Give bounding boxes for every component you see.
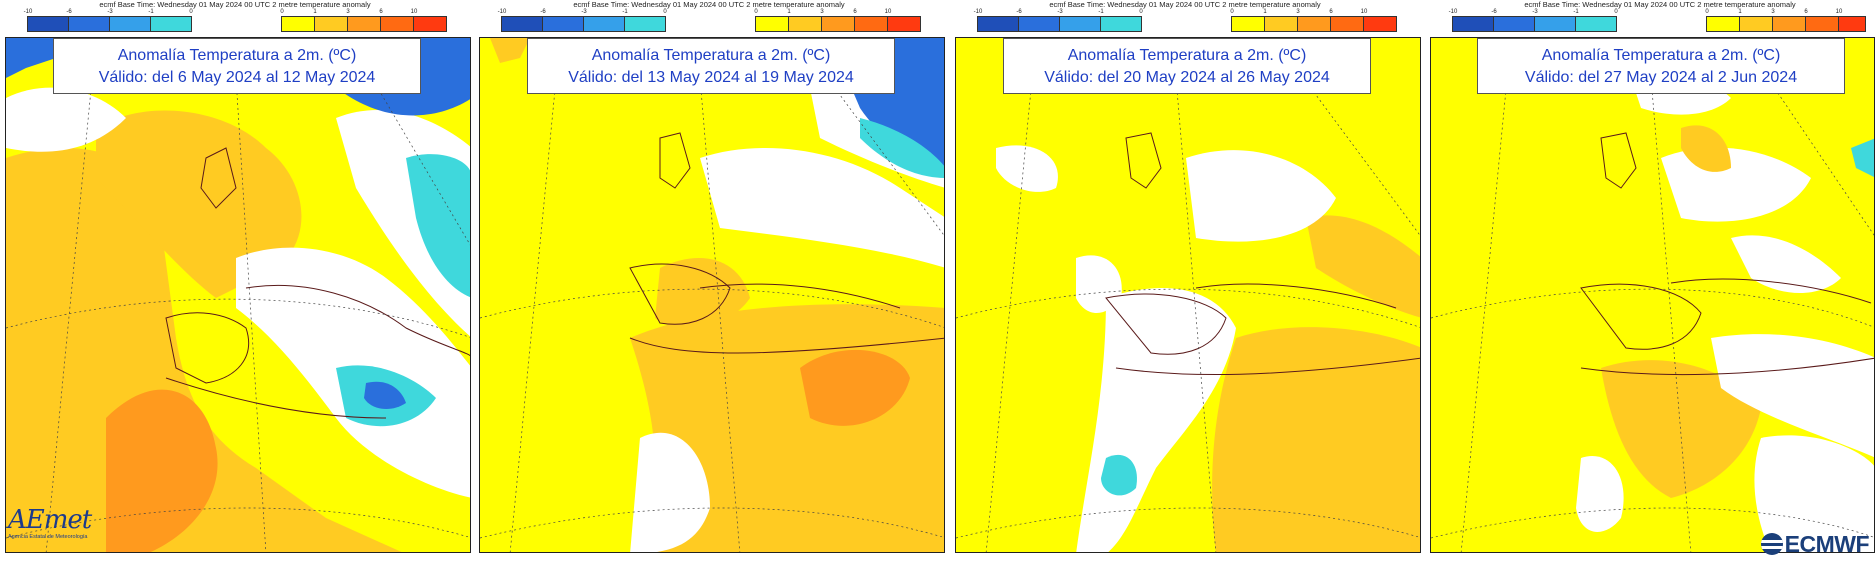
map-title: Anomalía Temperatura a 2m. (ºC) Válido: …	[527, 38, 895, 94]
warm-scale: 0 1 3 6 10	[754, 9, 921, 32]
map-title: Anomalía Temperatura a 2m. (ºC) Válido: …	[1003, 38, 1371, 94]
title-line-1: Anomalía Temperatura a 2m. (ºC)	[117, 47, 357, 64]
map-title: Anomalía Temperatura a 2m. (ºC) Válido: …	[1477, 38, 1845, 94]
anomaly-field	[6, 38, 470, 552]
title-line-2: Válido: del 20 May 2024 al 26 May 2024	[1044, 69, 1330, 86]
anomaly-map	[1430, 37, 1875, 553]
map-panel-2: ecmf Base Time: Wednesday 01 May 2024 00…	[474, 0, 945, 565]
anomaly-map	[479, 37, 945, 553]
ecmwf-logo: ECMWF	[1760, 530, 1870, 557]
aemet-wordmark: AEmet	[8, 505, 92, 535]
anomaly-field	[956, 38, 1420, 552]
ecmwf-wordmark: ECMWF	[1784, 530, 1870, 557]
anomaly-field	[480, 38, 944, 552]
legend: ecmf Base Time: Wednesday 01 May 2024 00…	[0, 0, 470, 36]
legend: ecmf Base Time: Wednesday 01 May 2024 00…	[950, 0, 1420, 36]
warm-scale: 0 1 3 6 10	[1705, 9, 1866, 32]
aemet-logo: AEmet Agencia Estatal de Meteorología	[8, 506, 94, 550]
anomaly-field	[1431, 38, 1874, 552]
map-panel-4: ecmf Base Time: Wednesday 01 May 2024 00…	[1425, 0, 1875, 565]
title-line-1: Anomalía Temperatura a 2m. (ºC)	[591, 47, 831, 64]
anomaly-map	[5, 37, 471, 553]
legend: ecmf Base Time: Wednesday 01 May 2024 00…	[1425, 0, 1875, 36]
cold-scale: -10 -6 -3 -1 0	[1449, 9, 1618, 32]
title-line-2: Válido: del 6 May 2024 al 12 May 2024	[98, 69, 376, 86]
legend: ecmf Base Time: Wednesday 01 May 2024 00…	[474, 0, 944, 36]
map-panel-1: ecmf Base Time: Wednesday 01 May 2024 00…	[0, 0, 471, 565]
cold-scale: -10 -6 -3 -1 0	[24, 9, 193, 32]
cold-scale: -10 -6 -3 -1 0	[974, 9, 1143, 32]
warm-scale: 0 1 3 6 10	[280, 9, 447, 32]
warm-scale: 0 1 3 6 10	[1230, 9, 1397, 32]
title-line-1: Anomalía Temperatura a 2m. (ºC)	[1067, 47, 1307, 64]
legend-caption: ecmf Base Time: Wednesday 01 May 2024 00…	[99, 0, 371, 9]
title-line-1: Anomalía Temperatura a 2m. (ºC)	[1541, 47, 1781, 64]
legend-caption: ecmf Base Time: Wednesday 01 May 2024 00…	[573, 0, 845, 9]
aemet-subtitle: Agencia Estatal de Meteorología	[8, 534, 88, 540]
legend-caption: ecmf Base Time: Wednesday 01 May 2024 00…	[1524, 0, 1796, 9]
map-panel-3: ecmf Base Time: Wednesday 01 May 2024 00…	[950, 0, 1421, 565]
title-line-2: Válido: del 13 May 2024 al 19 May 2024	[568, 69, 854, 86]
anomaly-map	[955, 37, 1421, 553]
cold-scale: -10 -6 -3 -1 0	[498, 9, 667, 32]
legend-caption: ecmf Base Time: Wednesday 01 May 2024 00…	[1049, 0, 1321, 9]
map-title: Anomalía Temperatura a 2m. (ºC) Válido: …	[53, 38, 421, 94]
ecmwf-globe-icon	[1760, 533, 1783, 555]
title-line-2: Válido: del 27 May 2024 al 2 Jun 2024	[1524, 69, 1798, 86]
